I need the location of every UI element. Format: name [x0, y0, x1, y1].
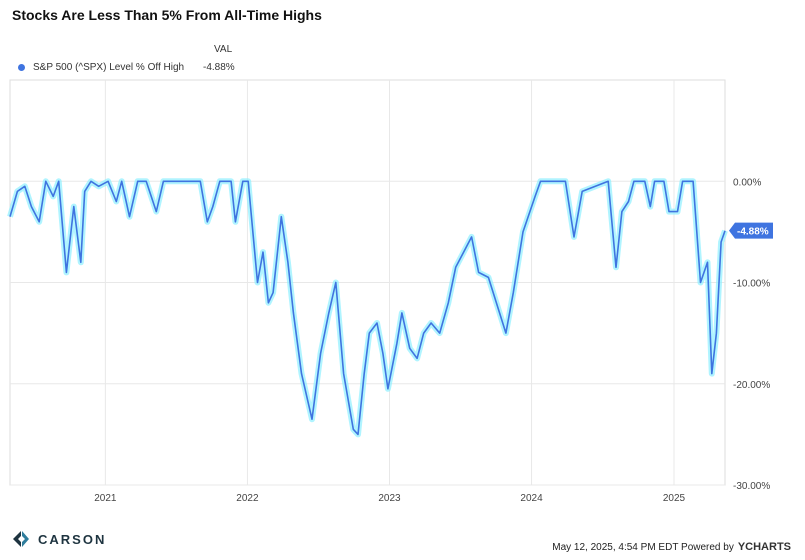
y-tick-label: 0.00% [733, 177, 761, 188]
legend-entry[interactable]: S&P 500 (^SPX) Level % Off High [18, 62, 184, 73]
legend-series-name: S&P 500 (^SPX) Level % Off High [33, 62, 185, 73]
chart-title: Stocks Are Less Than 5% From All-Time Hi… [12, 7, 322, 23]
x-tick-label: 2023 [378, 493, 401, 504]
y-tick-label: -30.00% [733, 481, 770, 492]
footer-timestamp: May 12, 2025, 4:54 PM EDT Powered by [552, 541, 734, 553]
series-line-glow [7, 178, 728, 438]
x-tick-label: 2024 [520, 493, 543, 504]
y-tick-label: -20.00% [733, 380, 770, 391]
y-tick-label: -10.00% [733, 279, 770, 290]
x-tick-label: 2021 [94, 493, 117, 504]
series-line [9, 180, 726, 436]
carson-logo-icon [13, 531, 29, 547]
footer-attribution: May 12, 2025, 4:54 PM EDT Powered by YCH… [552, 541, 791, 553]
carson-logo: CARSON [12, 530, 106, 548]
x-tick-label: 2025 [663, 493, 686, 504]
last-value-label: -4.88% [737, 227, 769, 238]
carson-logo-text: CARSON [38, 531, 107, 547]
legend-column-header: VAL [214, 44, 233, 55]
last-value-badge [729, 222, 773, 239]
ycharts-brand: YCHARTS [737, 541, 791, 553]
legend-series-value: -4.88% [203, 62, 235, 73]
legend-series-dot-icon [18, 64, 25, 71]
x-tick-label: 2022 [236, 493, 259, 504]
